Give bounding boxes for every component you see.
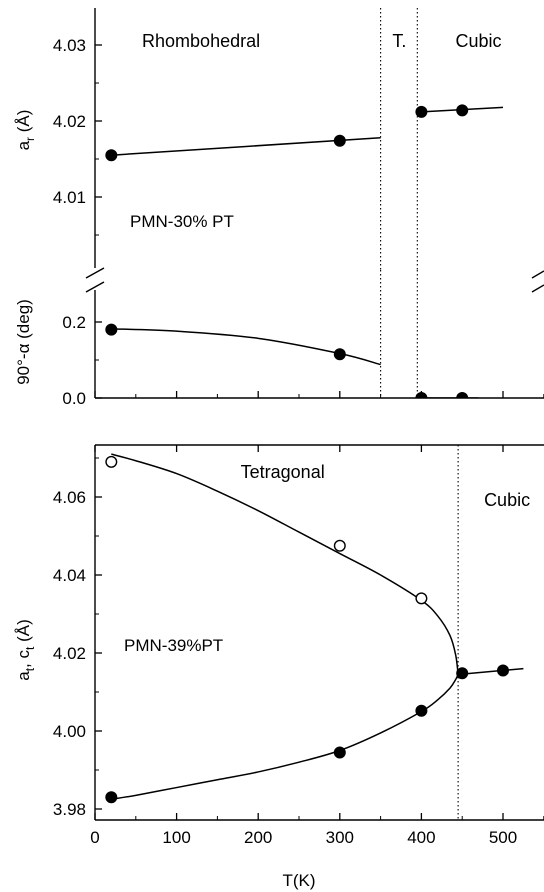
- sample-label: PMN-39%PT: [124, 636, 223, 655]
- y-tick-label: 3.98: [53, 800, 86, 819]
- region-label: Cubic: [456, 31, 502, 51]
- data-point-filled: [456, 667, 469, 680]
- data-point-filled: [415, 392, 428, 398]
- x-axis-title: T(K): [282, 871, 315, 890]
- region-label: Cubic: [484, 490, 530, 510]
- x-tick-label: 300: [326, 828, 354, 847]
- y-tick-label: 0.2: [62, 313, 86, 332]
- x-tick-label: 200: [244, 828, 272, 847]
- panel-rhombohedral-lattice-parameter: 4.01 4.02 4.03 Rhombohedral T. Cubic PMN-30% P…: [14, 8, 504, 270]
- x-tick-label: 500: [489, 828, 517, 847]
- y-axis-title-subscript: t: [23, 667, 37, 671]
- sample-label: PMN-30% PT: [130, 212, 234, 231]
- data-point-filled: [497, 664, 510, 677]
- data-point-filled: [105, 149, 118, 162]
- fit-curve: [111, 328, 381, 366]
- y-tick-label: 4.04: [53, 566, 86, 585]
- y-axis-title-subscript: t: [23, 646, 37, 650]
- axis-break-mark: [531, 284, 544, 293]
- axis-break-mark: [85, 281, 105, 293]
- fit-curve: [111, 674, 459, 800]
- y-axis-title: ar (Å): [14, 110, 37, 151]
- data-point-open: [333, 539, 346, 552]
- plot-area: [105, 453, 524, 804]
- y-axis-title-subscript: r: [23, 137, 37, 141]
- y-axis-title-unit: (Å): [14, 619, 33, 646]
- plot-area: [105, 104, 504, 162]
- data-point-filled: [456, 392, 469, 398]
- y-axis-title-unit: (Å): [14, 110, 33, 137]
- data-point-filled: [415, 105, 428, 118]
- axis-break-mark: [531, 270, 544, 279]
- y-axis-title: 90°-α (deg): [14, 299, 33, 385]
- y-axis-title: at, ct (Å): [14, 619, 37, 681]
- y-axis-title-separator: , c: [14, 649, 33, 667]
- fit-curve: [111, 136, 381, 156]
- data-point-filled: [333, 348, 346, 361]
- data-point-filled: [105, 323, 118, 336]
- plot-area: [105, 323, 479, 398]
- x-tick-label: 100: [162, 828, 190, 847]
- data-point-filled: [333, 134, 346, 147]
- x-tick-label: 400: [407, 828, 435, 847]
- region-label: T.: [392, 31, 406, 51]
- y-tick-label: 4.06: [53, 488, 86, 507]
- panel-tetragonal-lattice-parameters: 3.98 4.00 4.02 4.04 4.06 0 100 200 300 400 500 Tetr…: [14, 444, 544, 890]
- y-axis-title-main: a: [14, 140, 33, 150]
- y-tick-label: 4.02: [53, 112, 86, 131]
- data-point-filled: [105, 791, 118, 804]
- y-tick-label: 0.0: [62, 389, 86, 408]
- y-tick-label: 4.01: [53, 188, 86, 207]
- data-point-filled: [333, 746, 346, 759]
- data-point-open: [415, 592, 428, 605]
- axis-break-marks: [85, 267, 544, 293]
- x-tick-label: 0: [90, 828, 99, 847]
- data-point-filled: [456, 104, 469, 117]
- y-axis-title-main: a: [14, 671, 33, 681]
- y-tick-label: 4.03: [53, 36, 86, 55]
- panel-rhombohedral-angle: 0.0 0.2 90°-α (deg): [14, 270, 544, 408]
- y-tick-label: 4.00: [53, 722, 86, 741]
- region-label: Rhombohedral: [142, 31, 260, 51]
- y-tick-label: 4.02: [53, 644, 86, 663]
- data-point-open: [105, 455, 118, 468]
- region-label: Tetragonal: [241, 462, 325, 482]
- fit-curve: [111, 453, 459, 675]
- data-point-filled: [415, 704, 428, 717]
- axis-break-mark: [85, 267, 105, 279]
